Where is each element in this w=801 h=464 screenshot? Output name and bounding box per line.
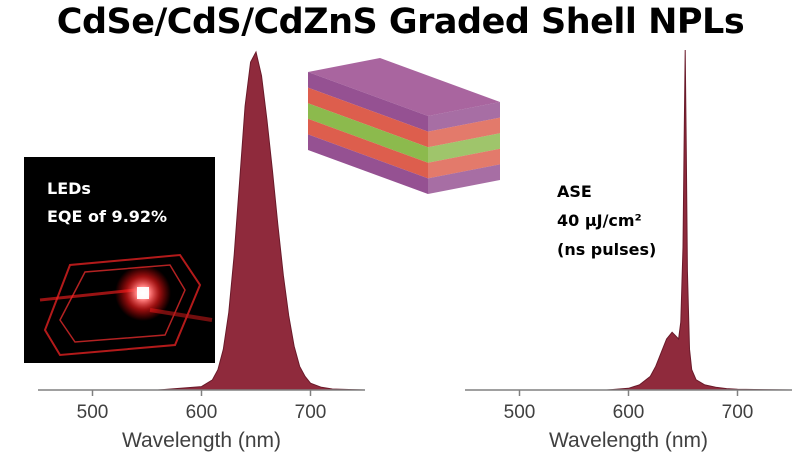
spectrum-area [465, 49, 793, 391]
platelet-layer [308, 72, 428, 132]
x-axis-label: Wavelength (nm) [122, 429, 281, 452]
pl-spectrum-chart: 500 600 700 Wavelength (nm) [38, 50, 366, 452]
inset-label-leds: LEDs [47, 179, 91, 198]
platelet-side-layer [428, 102, 500, 132]
spectrum-area [38, 50, 366, 391]
ase-annotation: ASE 40 μJ/cm² (ns pulses) [557, 182, 656, 259]
platelet-side-layer [428, 148, 500, 179]
x-tick-label: 500 [77, 402, 109, 423]
ase-fluence-label: 40 μJ/cm² [557, 211, 642, 230]
platelet-layer [308, 103, 428, 163]
ase-pulse-label: (ns pulses) [557, 240, 656, 259]
platelet-side-layer [428, 164, 500, 194]
x-tick-label: 700 [722, 402, 754, 423]
platelet-top-face [308, 58, 500, 116]
inset-label-eqe: EQE of 9.92% [47, 207, 167, 226]
platelet-side-face [428, 102, 500, 194]
x-tick-label: 600 [613, 402, 645, 423]
platelet-side-layer [428, 133, 500, 163]
ase-label: ASE [557, 182, 592, 201]
x-tick-label: 500 [504, 402, 536, 423]
x-tick-label: 700 [295, 402, 327, 423]
led-device-icon [39, 253, 213, 357]
platelet-layer [308, 87, 428, 148]
platelet-side-layer [428, 117, 500, 148]
platelet-front-face [308, 72, 428, 194]
x-tick-label: 600 [186, 402, 218, 423]
led-photo-inset: LEDs EQE of 9.92% [24, 157, 215, 363]
platelet-layer [308, 134, 428, 194]
x-axis-label: Wavelength (nm) [549, 429, 708, 452]
platelet-layer [308, 118, 428, 179]
layered-nanoplatelet-icon [308, 58, 500, 194]
page-title: CdSe/CdS/CdZnS Graded Shell NPLs [56, 2, 745, 42]
ase-spectrum-chart: 500 600 700 Wavelength (nm) [465, 49, 793, 452]
